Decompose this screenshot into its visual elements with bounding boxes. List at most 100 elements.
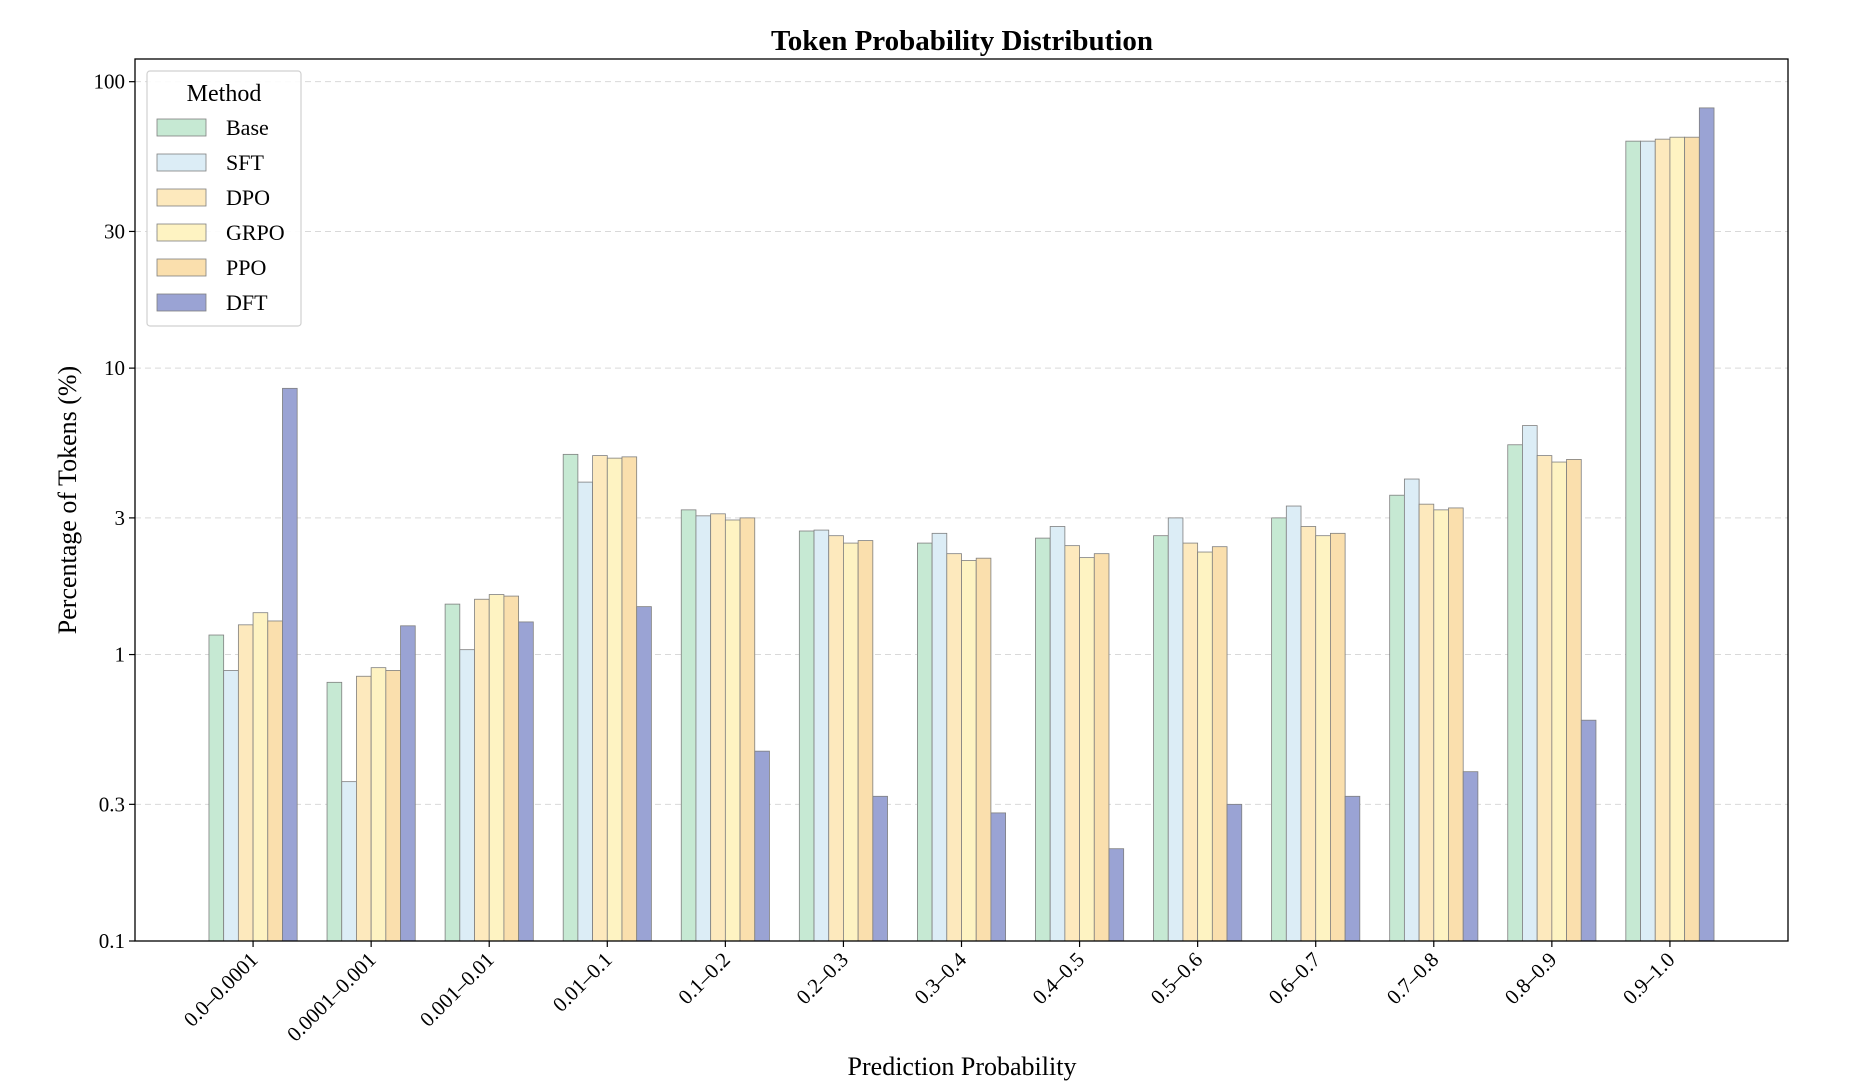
bar-dft [636, 606, 652, 942]
bar-ppo [267, 620, 283, 942]
bar-dft [1580, 719, 1597, 942]
bar-ppo [739, 517, 756, 942]
bar-grpo [1079, 557, 1095, 942]
y-axis: 0.1 0.3 1 3 10 30 100 [94, 70, 135, 953]
bar-dpo [237, 624, 254, 942]
bar-sft [577, 481, 593, 942]
bar-base [1507, 444, 1523, 942]
bar-sft [813, 529, 830, 942]
legend: Method Base SFT DPO GRPO PPO DFT [146, 70, 302, 327]
y-tick-label: 0.1 [99, 929, 125, 953]
legend-label-sft: SFT [226, 150, 264, 175]
x-tick-label: 0.001–0.01 [415, 948, 499, 1032]
bar-ppo [1093, 553, 1110, 942]
bar-dpo [356, 675, 372, 942]
y-axis-label: Percentage of Tokens (%) [53, 366, 82, 634]
x-tick-label: 0.5–0.6 [1146, 948, 1208, 1010]
bar-dpo [592, 455, 608, 942]
y-tick-label: 3 [115, 506, 126, 530]
x-axis-label: Prediction Probability [848, 1052, 1077, 1081]
bar-ppo [1211, 546, 1228, 942]
bar-base [1271, 517, 1287, 942]
bar-grpo [370, 667, 387, 942]
bar-sft [1640, 140, 1656, 942]
bar-dft [400, 625, 416, 942]
x-tick-label: 0.2–0.3 [791, 948, 853, 1010]
legend-swatch-dpo [156, 188, 207, 207]
bar-ppo [975, 557, 992, 942]
legend-label-ppo: PPO [226, 255, 266, 280]
bar-dft [990, 812, 1007, 942]
bar-base [917, 542, 933, 942]
bar-grpo [606, 457, 623, 942]
bar-dft [1226, 803, 1243, 942]
x-tick-label: 0.6–0.7 [1264, 948, 1326, 1010]
bar-dpo [1064, 545, 1080, 942]
bar-sft [1167, 517, 1184, 942]
bar-base [798, 530, 815, 942]
y-tick-label: 100 [94, 70, 126, 94]
bar-dft [282, 387, 298, 942]
x-tick-label: 0.9–1.0 [1618, 948, 1680, 1010]
bar-base [1153, 535, 1169, 942]
bar-base [1389, 494, 1405, 942]
bar-base [1035, 537, 1051, 942]
legend-swatch-base [156, 118, 207, 137]
legend-label-dpo: DPO [226, 185, 270, 210]
bar-grpo [1433, 509, 1449, 942]
chart-title: Token Probability Distribution [771, 25, 1153, 57]
legend-label-grpo: GRPO [226, 220, 285, 245]
legend-swatch-ppo [156, 258, 207, 277]
bar-dpo [1654, 138, 1671, 942]
bar-dpo [474, 598, 490, 942]
bar-dft [1698, 107, 1715, 942]
bar-ppo [1684, 136, 1700, 942]
bar-sft [1285, 505, 1302, 942]
bar-sft [459, 649, 475, 942]
bar-base [208, 634, 225, 942]
bar-dpo [1182, 542, 1199, 942]
bar-sft [695, 515, 712, 942]
bar-base [326, 681, 343, 942]
bar-grpo [252, 612, 269, 942]
bar-dft [872, 795, 888, 942]
bar-dpo [1418, 503, 1435, 942]
bar-base [562, 453, 579, 942]
legend-swatch-sft [156, 153, 207, 172]
bar-dpo [946, 553, 962, 942]
legend-label-base: Base [226, 115, 269, 140]
x-axis: 0.0–0.0001 0.0001–0.001 0.001–0.01 0.01–0.1… [179, 941, 1680, 1047]
bar-ppo [1448, 507, 1464, 942]
bar-dft [1344, 795, 1361, 942]
bar-dft [518, 621, 534, 942]
bars-group [208, 107, 1715, 942]
bar-base [680, 509, 697, 942]
x-tick-label: 0.7–0.8 [1382, 948, 1444, 1010]
x-tick-label: 0.0–0.0001 [179, 948, 263, 1032]
bar-dft [1108, 848, 1125, 942]
bar-grpo [1197, 551, 1213, 942]
bar-base [444, 603, 461, 942]
x-tick-label: 0.0001–0.001 [282, 948, 381, 1047]
bar-sft [1522, 425, 1538, 942]
bar-dpo [710, 513, 726, 942]
bar-ppo [1566, 459, 1582, 942]
bar-sft [1403, 478, 1420, 942]
y-tick-label: 1 [115, 643, 126, 667]
bar-dpo [1536, 455, 1553, 942]
bar-sft [931, 532, 948, 942]
bar-sft [1049, 526, 1066, 942]
bar-dpo [828, 535, 844, 942]
bar-grpo [1551, 461, 1567, 942]
x-tick-label: 0.3–0.4 [910, 947, 972, 1009]
bar-grpo [488, 594, 505, 942]
legend-label-dft: DFT [226, 290, 268, 315]
y-tick-label: 0.3 [99, 792, 125, 816]
x-tick-label: 0.4–0.5 [1028, 948, 1090, 1010]
x-tick-label: 0.01–0.1 [548, 948, 617, 1017]
legend-swatch-grpo [156, 223, 207, 242]
bar-ppo [503, 595, 520, 942]
bar-grpo [724, 519, 741, 942]
bar-grpo [1669, 136, 1686, 942]
bar-sft [341, 781, 357, 942]
